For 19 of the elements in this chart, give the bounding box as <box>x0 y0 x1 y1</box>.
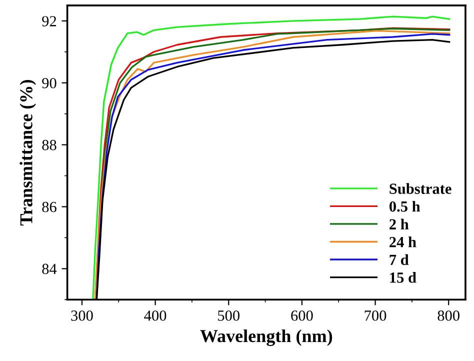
legend-label: 24 h <box>390 236 416 248</box>
legend-label: 0.5 h <box>389 200 420 212</box>
legend-label: 15 d <box>390 272 416 283</box>
legend-label: 7 d <box>390 254 409 266</box>
y-tick-label: 90 <box>42 78 56 88</box>
y-tick-label: 88 <box>42 140 56 150</box>
y-tick-label: 86 <box>42 202 56 212</box>
legend-label: Substrate <box>390 183 452 194</box>
x-tick-label: 700 <box>364 310 386 321</box>
x-tick-label: 600 <box>291 310 313 321</box>
legend-label: 2 h <box>390 218 409 230</box>
y-tick-label: 92 <box>42 16 56 26</box>
y-axis-title: Transmittance (%) <box>20 80 36 226</box>
x-tick-label: 400 <box>144 310 166 321</box>
x-tick-label: 300 <box>71 310 93 321</box>
y-tick-label: 84 <box>42 264 57 274</box>
x-tick-label: 800 <box>438 310 460 321</box>
x-tick-label: 500 <box>218 310 240 321</box>
x-axis-title: Wavelength (nm) <box>200 329 332 346</box>
